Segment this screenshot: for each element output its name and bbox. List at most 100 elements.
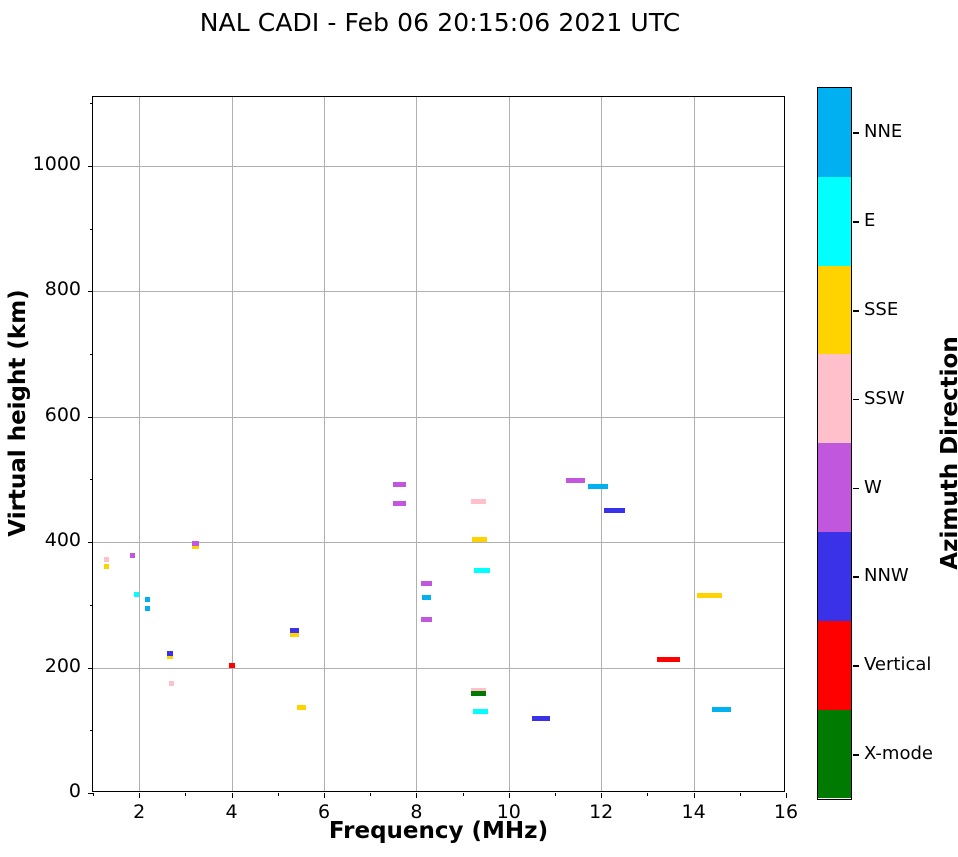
x-tick-label: 2 xyxy=(133,801,146,823)
colorbar-tick xyxy=(853,310,859,312)
y-tick xyxy=(88,416,93,418)
colorbar-segment-w xyxy=(818,443,851,532)
data-mark-w xyxy=(420,581,433,587)
data-mark-nne xyxy=(421,595,432,601)
data-mark-sse xyxy=(472,536,488,542)
x-tick-minor xyxy=(462,793,464,796)
y-tick-label: 800 xyxy=(44,278,81,301)
plot-axes: 2 4 6 8 10 12 14 16 0 200 400 600 800 1000 xyxy=(33,96,798,823)
colorbar-label-w: W xyxy=(864,476,882,498)
x-tick xyxy=(231,793,233,798)
x-tick xyxy=(416,793,418,798)
gridline-vertical xyxy=(231,97,233,791)
data-mark-nne xyxy=(588,483,608,489)
data-mark-ssw xyxy=(104,557,110,563)
data-mark-nne xyxy=(144,596,150,602)
gridline-vertical xyxy=(139,97,141,791)
gridline-horizontal xyxy=(93,291,784,293)
page-title: NAL CADI - Feb 06 20:15:06 2021 UTC xyxy=(199,8,681,37)
y-tick-label: 200 xyxy=(44,654,81,677)
data-mark-nne xyxy=(711,707,731,713)
x-tick xyxy=(693,793,695,798)
data-mark-nnw xyxy=(603,508,625,514)
colorbar-tick xyxy=(853,221,859,223)
data-mark-e xyxy=(474,567,490,573)
data-mark-sse xyxy=(104,563,110,569)
colorbar-segment-sse xyxy=(818,265,851,355)
y-tick-minor xyxy=(90,604,93,606)
data-mark-nnw xyxy=(531,715,551,721)
data-mark-nne xyxy=(144,605,150,611)
x-tick-minor xyxy=(93,793,94,796)
data-mark-w xyxy=(566,478,586,484)
x-axis-label: Frequency (MHz) xyxy=(328,818,549,844)
x-tick-minor xyxy=(277,793,279,796)
data-mark-nnw xyxy=(289,628,300,634)
colorbar-segment-vertical xyxy=(818,620,851,710)
data-mark-vertical xyxy=(228,663,235,669)
gridline-vertical xyxy=(416,97,418,791)
y-tick-label: 400 xyxy=(44,529,81,552)
y-tick-label: 0 xyxy=(68,780,81,802)
x-tick xyxy=(786,793,787,798)
colorbar-segment-e xyxy=(818,176,851,266)
colorbar-segment-nne xyxy=(818,88,851,177)
colorbar-segment-x-mode xyxy=(818,709,851,799)
x-tick xyxy=(508,793,510,798)
colorbar-label-ssw: SSW xyxy=(864,387,905,409)
y-tick xyxy=(88,291,93,293)
data-mark-sse xyxy=(192,544,199,550)
colorbar-tick xyxy=(853,398,859,401)
y-tick-minor xyxy=(90,354,93,356)
colorbar-label-vertical: Vertical xyxy=(864,654,932,676)
gridline-vertical xyxy=(508,97,510,791)
y-tick-label: 600 xyxy=(44,403,81,426)
data-mark-sse xyxy=(297,704,307,710)
x-tick-label: 16 xyxy=(773,801,799,823)
data-mark-w xyxy=(129,553,135,559)
x-tick-label: 8 xyxy=(410,801,423,823)
data-mark-vertical xyxy=(656,656,680,662)
data-mark-ssw xyxy=(168,681,175,687)
data-mark-sse xyxy=(289,631,300,637)
colorbar-tick xyxy=(853,132,859,134)
x-tick-minor xyxy=(647,793,649,796)
colorbar-tick xyxy=(853,754,859,756)
colorbar-tick xyxy=(853,487,859,490)
x-tick xyxy=(601,793,603,798)
y-tick xyxy=(88,542,93,544)
x-tick-label: 6 xyxy=(317,801,331,823)
colorbar-segment-ssw xyxy=(818,354,851,444)
y-tick xyxy=(88,165,93,167)
x-tick-label: 10 xyxy=(496,801,521,823)
data-mark-sse xyxy=(697,592,723,598)
gridline-horizontal xyxy=(93,416,784,418)
y-tick xyxy=(88,793,93,794)
data-mark-ssw xyxy=(471,498,487,504)
plot-area xyxy=(93,97,784,791)
y-tick xyxy=(88,667,93,669)
data-mark-w xyxy=(392,482,406,487)
data-mark-w xyxy=(392,500,406,506)
y-tick-minor xyxy=(90,103,93,105)
gridline-horizontal xyxy=(93,542,784,544)
x-tick-label: 4 xyxy=(225,801,238,823)
x-tick-label: 12 xyxy=(589,801,614,823)
colorbar-label: Azimuth Direction xyxy=(937,336,958,570)
data-mark-x-mode xyxy=(471,691,487,697)
y-axis-label: Virtual height (km) xyxy=(5,289,31,537)
y-tick-label: 1000 xyxy=(32,152,81,175)
y-tick-minor xyxy=(90,730,93,732)
y-tick-minor xyxy=(90,479,93,481)
colorbar-label-e: E xyxy=(864,210,876,232)
data-mark-e xyxy=(472,708,488,714)
gridline-vertical xyxy=(324,97,325,791)
x-tick xyxy=(139,793,141,798)
data-mark-w xyxy=(192,540,199,546)
colorbar-label-x-mode: X-mode xyxy=(864,743,933,764)
colorbar-label-sse: SSE xyxy=(864,299,899,320)
data-mark-nnw xyxy=(167,651,173,657)
colorbar-tick xyxy=(853,665,859,667)
x-tick-label: 14 xyxy=(681,801,706,823)
